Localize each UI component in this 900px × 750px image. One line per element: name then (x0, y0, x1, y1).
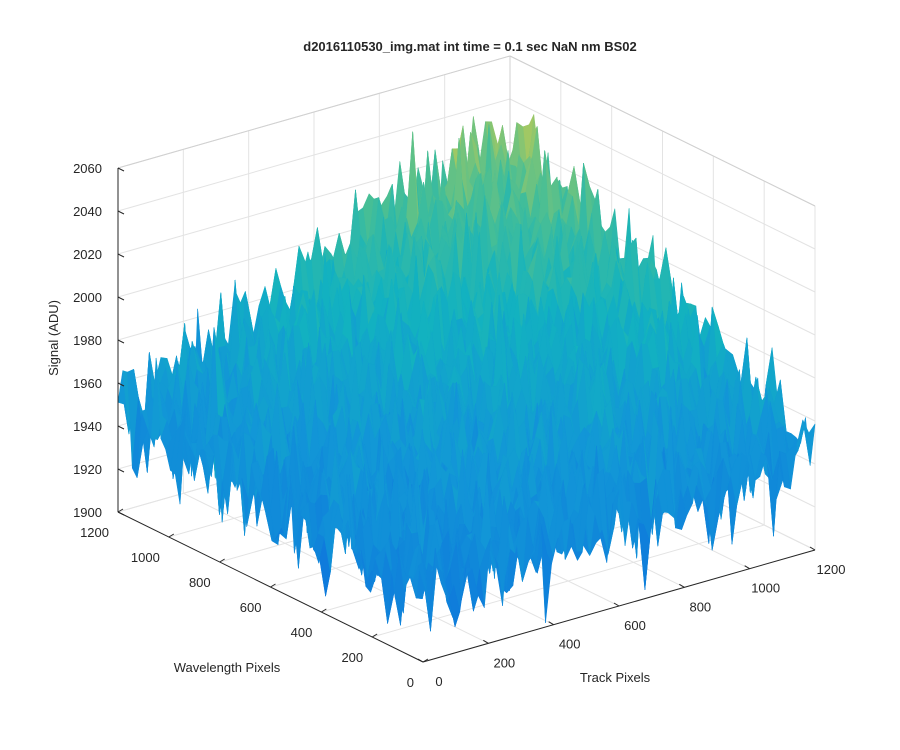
x-tick-label: 0 (435, 674, 442, 689)
z-tick-mark (117, 511, 125, 516)
y-tick-mark (422, 658, 429, 663)
grid-line (509, 141, 816, 293)
y-tick-mark (168, 533, 175, 538)
x-tick-label: 1200 (817, 562, 846, 577)
z-tick-label: 1960 (73, 376, 102, 391)
z-tick-label: 1940 (73, 419, 102, 434)
z-tick-mark (117, 468, 125, 473)
z-tick-mark (117, 296, 125, 301)
z-tick-mark (117, 339, 125, 344)
y-tick-label: 1200 (80, 525, 109, 540)
x-tick-label: 800 (689, 599, 711, 614)
surface-mesh (117, 114, 816, 632)
x-axis-label: Track Pixels (580, 670, 651, 685)
x-tick-mark (679, 583, 685, 588)
y-tick-label: 1000 (131, 550, 160, 565)
surface-facet (417, 561, 430, 615)
x-tick-mark (809, 546, 816, 551)
grid-line (117, 98, 511, 212)
x-tick-label: 200 (493, 655, 515, 670)
x-tick-mark (483, 639, 489, 644)
z-tick-label: 1900 (73, 505, 102, 520)
y-tick-mark (270, 583, 276, 588)
z-tick-label: 2000 (73, 290, 102, 305)
y-tick-label: 800 (189, 575, 211, 590)
z-tick-label: 1920 (73, 462, 102, 477)
y-tick-mark (371, 633, 378, 638)
y-tick-label: 400 (291, 625, 313, 640)
grid-line (117, 141, 511, 255)
z-tick-mark (117, 167, 125, 172)
y-tick-mark (219, 558, 225, 563)
x-tick-mark (744, 565, 750, 570)
x-tick-mark (417, 658, 424, 663)
z-tick-label: 2040 (73, 204, 102, 219)
y-tick-mark (117, 508, 124, 513)
y-axis-label: Wavelength Pixels (174, 660, 281, 675)
z-tick-mark (117, 210, 125, 215)
axes-frame (117, 167, 816, 663)
z-tick-label: 2020 (73, 247, 102, 262)
z-axis-label: Signal (ADU) (46, 300, 61, 376)
grid-line (509, 98, 816, 250)
x-tick-label: 600 (624, 618, 646, 633)
z-tick-mark (117, 425, 125, 430)
y-tick-mark (321, 608, 327, 613)
x-tick-mark (548, 621, 554, 626)
box-edge (117, 55, 511, 169)
x-tick-label: 1000 (751, 581, 780, 596)
x-tick-mark (613, 602, 620, 607)
z-tick-mark (117, 253, 125, 258)
grid-line (372, 524, 765, 638)
y-tick-label: 200 (341, 650, 363, 665)
z-tick-label: 1980 (73, 333, 102, 348)
z-tick-mark (117, 382, 125, 387)
box-edge (509, 55, 816, 207)
z-tick-label: 2060 (73, 161, 102, 176)
x-tick-label: 400 (559, 637, 581, 652)
y-tick-label: 0 (407, 675, 414, 690)
y-tick-label: 600 (240, 600, 262, 615)
chart-title: d2016110530_img.mat int time = 0.1 sec N… (303, 39, 636, 54)
tick-labels: 0 200 400 600 800 1000 1200 0 200 400 600 800 1000 12… (73, 161, 845, 690)
